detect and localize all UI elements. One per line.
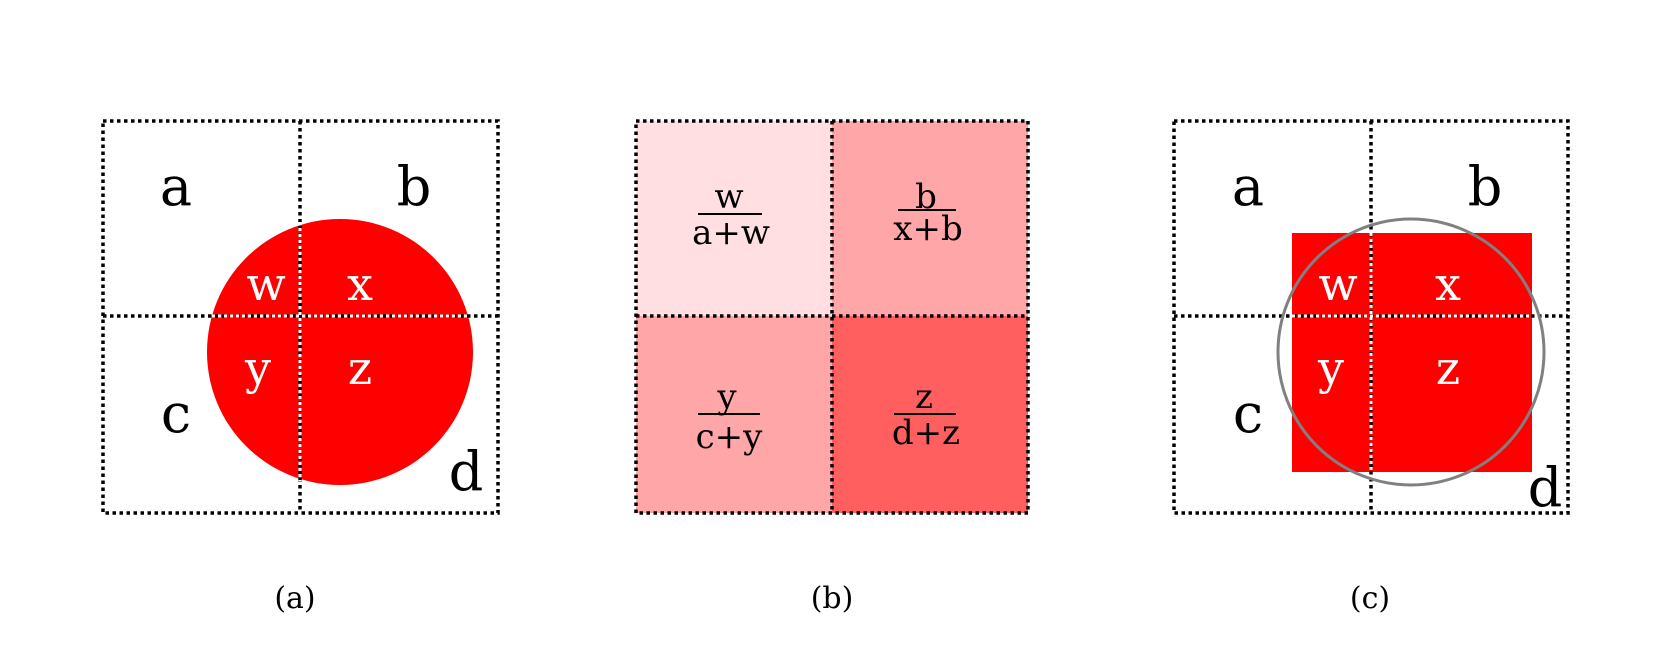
panel-c-circle-outline [1276, 217, 1546, 487]
panel-b-frac1-denominator: a+w [692, 213, 770, 253]
panel-a-label-c: c [161, 382, 191, 445]
panel-c-red-square [1292, 233, 1532, 472]
panel-c-label-x: x [1435, 257, 1461, 311]
panel-a-label-w: w [246, 257, 285, 311]
panel-a-label-b: b [397, 155, 432, 218]
panel-a-label-y: y [244, 341, 271, 395]
panel-b-frac4-denominator: d+z [892, 413, 960, 453]
panel-a-red-circle [207, 219, 473, 485]
panel-b-frac1-numerator: w [714, 177, 743, 217]
panel-c-label-y: y [1317, 341, 1344, 395]
panel-c-label-w: w [1318, 257, 1357, 311]
panel-c-label-z: z [1436, 341, 1460, 395]
panel-c: a b c d w x y z (c) [1172, 119, 1570, 616]
panel-c-label-b: b [1468, 155, 1503, 218]
panel-c-label-a: a [1232, 155, 1264, 218]
panel-a-label-d: d [449, 440, 484, 503]
panel-a: a b c d w x y z (a) [101, 119, 500, 616]
panel-b-caption: (b) [811, 581, 854, 616]
panel-a-caption: (a) [274, 581, 315, 616]
panel-c-label-d: d [1528, 456, 1563, 519]
panel-c-label-c: c [1233, 382, 1263, 445]
panel-c-caption: (c) [1350, 581, 1390, 616]
panel-b-cell-fill-2 [832, 121, 1028, 316]
panel-b-frac3-denominator: c+y [696, 417, 764, 457]
panel-a-label-x: x [347, 257, 373, 311]
panel-b-frac2-numerator: b [915, 177, 937, 217]
panel-b: w a+w b x+b y c+y z d+z (b) [634, 119, 1030, 616]
panel-a-label-a: a [160, 155, 192, 218]
panel-a-label-z: z [348, 341, 372, 395]
panel-b-frac4-numerator: z [915, 377, 933, 417]
panel-b-frac2-denominator: x+b [893, 209, 962, 249]
panel-b-cell-fill-1 [636, 121, 832, 316]
panel-b-frac3-numerator: y [716, 377, 737, 417]
